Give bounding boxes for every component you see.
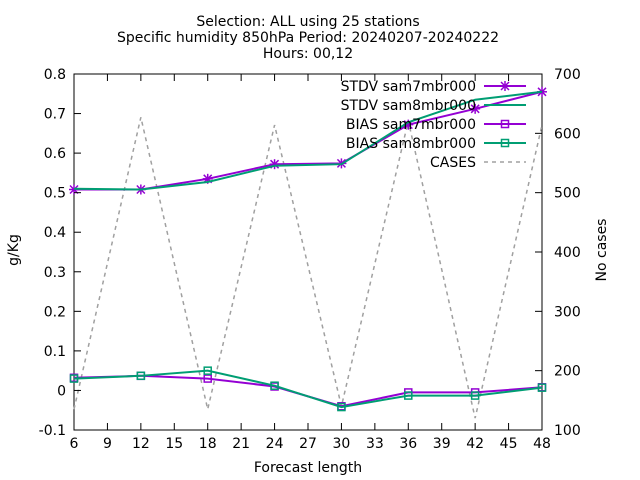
y-tick-label: -0.1: [39, 423, 66, 439]
y2-tick-label: 300: [554, 304, 581, 320]
legend-item: CASES: [430, 155, 526, 171]
series-line: [73, 90, 543, 191]
data-point: [203, 374, 212, 383]
x-tick-label: 12: [132, 436, 150, 452]
data-point: [270, 381, 279, 390]
y-tick-label: 0.5: [44, 186, 66, 202]
x-tick-label: 24: [266, 436, 284, 452]
x-tick-label: 18: [199, 436, 217, 452]
chart-title: Selection: ALL using 25 stations Specifi…: [117, 14, 499, 62]
y2-tick-label: 700: [554, 67, 581, 83]
data-point: [404, 391, 413, 400]
x-tick-label: 42: [466, 436, 484, 452]
x-tick-label: 45: [500, 436, 518, 452]
y-tick-label: 0.6: [44, 146, 66, 162]
y2-tick-label: 400: [554, 245, 581, 261]
y2-tick-label: 100: [554, 423, 581, 439]
legend-label: BIAS sam7mbr000: [346, 117, 476, 133]
data-point: [269, 159, 280, 170]
legend-item: STDV sam7mbr000: [341, 79, 526, 95]
legend-label: STDV sam8mbr000: [341, 98, 476, 114]
legend-marker: [500, 81, 510, 91]
x-tick-label: 39: [433, 436, 451, 452]
y-tick-label: 0.2: [44, 304, 66, 320]
x-tick-label: 6: [70, 436, 79, 452]
data-point: [69, 374, 79, 383]
x-tick-label: 27: [299, 436, 317, 452]
y-tick-label: 0.8: [44, 67, 66, 83]
legend-label: CASES: [430, 155, 476, 171]
y2-tick-label: 600: [554, 126, 581, 142]
x-tick-label: 48: [533, 436, 551, 452]
x-tick-label: 36: [399, 436, 417, 452]
y-tick-label: 0: [57, 383, 66, 399]
axes-layer: 6 9 12 15 18 21 24 27 30 33 36 39 42 45 48 -0.1 0 0.1 0.2 0…: [39, 67, 581, 452]
x-tick-label: 15: [165, 436, 183, 452]
y-axis-label: g/Kg: [6, 234, 22, 266]
legend-item: BIAS sam7mbr000: [346, 117, 526, 133]
series-1: [73, 90, 543, 191]
legend-label: BIAS sam8mbr000: [346, 136, 476, 152]
y2-tick-label: 500: [554, 186, 581, 202]
data-point: [470, 391, 480, 400]
series-layer: [69, 86, 547, 419]
series-line: [73, 369, 543, 409]
y2-axis-label: No cases: [594, 219, 610, 282]
series-2: [69, 371, 547, 411]
title-line: Selection: ALL using 25 stations: [196, 14, 419, 30]
y-tick-label: 0.1: [44, 344, 66, 360]
legend-label: STDV sam7mbr000: [341, 79, 476, 95]
legend-item: BIAS sam8mbr000: [346, 136, 526, 152]
data-point: [537, 383, 547, 392]
x-tick-label: 9: [103, 436, 112, 452]
data-point: [203, 366, 212, 375]
legend-marker: [500, 119, 510, 129]
data-point: [470, 103, 481, 114]
series-line: [73, 117, 543, 419]
data-point: [337, 402, 346, 412]
x-tick-label: 33: [366, 436, 384, 452]
title-line: Hours: 00,12: [263, 46, 353, 62]
title-line: Specific humidity 850hPa Period: 2024020…: [117, 30, 499, 46]
x-tick-label: 21: [232, 436, 250, 452]
y-tick-label: 0.3: [44, 265, 66, 281]
legend-marker: [500, 138, 510, 148]
legend-item: STDV sam8mbr000: [341, 98, 526, 114]
y-tick-label: 0.4: [44, 225, 66, 241]
series-3: [69, 366, 547, 412]
series-4: [73, 117, 543, 419]
y2-tick-label: 200: [554, 364, 581, 380]
legend: STDV sam7mbr000 STDV sam8mbr000 BIAS sam7m…: [341, 79, 526, 171]
data-point: [136, 371, 146, 381]
x-tick-label: 30: [333, 436, 351, 452]
y-tick-label: 0.7: [44, 107, 66, 123]
x-axis-label: Forecast length: [254, 460, 362, 476]
